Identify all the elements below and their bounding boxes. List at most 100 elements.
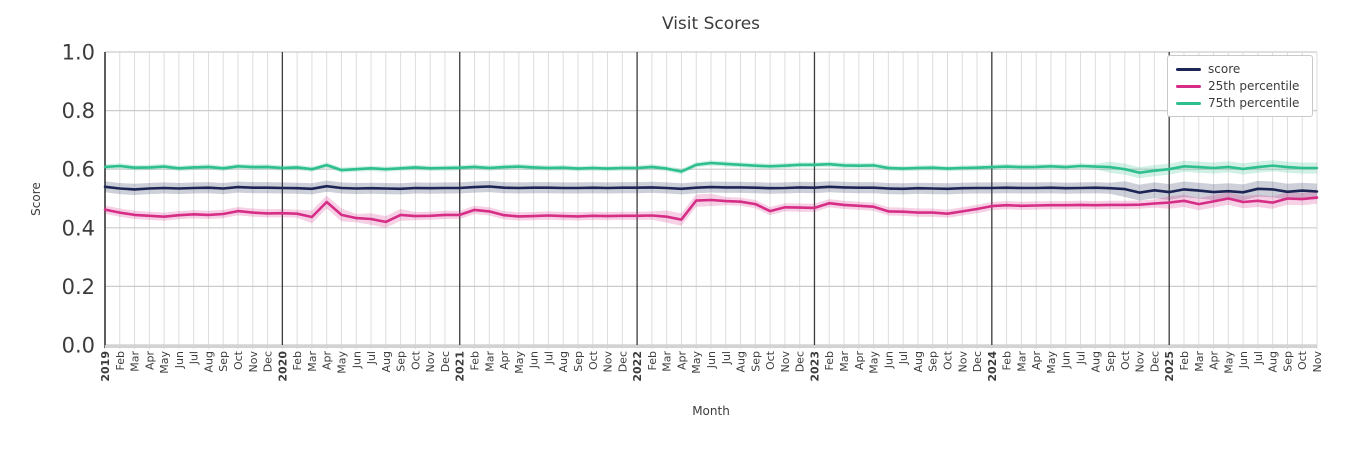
y-tick-labels: 0.0 0.2 0.4 0.6 0.8 1.0: [62, 41, 95, 358]
x-tick-label-month: Jun: [173, 351, 186, 369]
legend-label-25th-percentile: 25th percentile: [1208, 79, 1300, 93]
x-tick-label-month: Nov: [424, 351, 437, 373]
x-tick-label-month: Feb: [291, 351, 304, 370]
x-tick-label-month: Sep: [395, 351, 408, 372]
x-tick-label-month: Apr: [143, 351, 156, 371]
x-tick-label-month: Aug: [1089, 351, 1102, 372]
x-tick-label-month: Dec: [971, 351, 984, 372]
score-band: [105, 180, 1317, 201]
x-tick-label-year: 2021: [454, 351, 467, 382]
x-tick-label-month: Jul: [897, 351, 910, 365]
x-tick-label-month: Oct: [764, 350, 777, 370]
25th-percentile-line: [103, 196, 1319, 224]
x-tick-label-month: Jul: [1252, 351, 1265, 365]
x-tick-label-month: Mar: [483, 351, 496, 372]
x-tick-label-month: Dec: [439, 351, 452, 372]
x-tick-label-month: Apr: [675, 351, 688, 371]
legend-item-25th-percentile: 25th percentile: [1176, 79, 1304, 93]
x-tick-label-month: Jul: [1075, 351, 1088, 365]
x-tick-label-month: Feb: [469, 351, 482, 370]
x-tick-label-year: 2022: [631, 351, 644, 382]
x-tick-label-month: May: [1045, 351, 1058, 374]
25th-percentile-band: [105, 191, 1317, 228]
x-tick-label-month: Aug: [557, 351, 570, 372]
x-tick-label-month: Aug: [735, 351, 748, 372]
y-tick-label: 0.8: [62, 99, 95, 123]
x-tick-label-month: Aug: [203, 351, 216, 372]
x-tick-label-year: 2024: [986, 351, 999, 382]
x-tick-label-month: Dec: [794, 351, 807, 372]
score-line: [103, 184, 1319, 194]
75th-percentile-line: [103, 161, 1319, 174]
y-tick-label: 1.0: [62, 41, 95, 65]
x-tick-label-month: Aug: [1267, 351, 1280, 372]
x-tick-label-month: Feb: [646, 351, 659, 370]
score-line-swatch: [1176, 67, 1201, 71]
x-tick-label-month: Nov: [1134, 351, 1147, 373]
x-tick-label-month: Sep: [749, 351, 762, 372]
x-tick-label-month: Nov: [247, 351, 260, 373]
75th-percentile-band: [105, 160, 1317, 179]
p75-line-swatch: [1176, 101, 1201, 105]
y-tick-label: 0.2: [62, 275, 95, 299]
x-tick-label-month: Jun: [1237, 351, 1250, 369]
legend-item-75th-percentile: 75th percentile: [1176, 96, 1304, 110]
x-tick-label-month: Nov: [602, 351, 615, 373]
x-tick-label-month: Jun: [882, 351, 895, 369]
x-tick-label-month: Apr: [1030, 351, 1043, 371]
x-tick-label-month: Oct: [232, 350, 245, 370]
x-tick-label-month: Jun: [528, 351, 541, 369]
y-tick-label: 0.4: [62, 216, 95, 240]
x-tick-label-month: Feb: [823, 351, 836, 370]
year-separators: [104, 52, 1170, 345]
x-axis-label: Month: [692, 404, 730, 418]
x-tick-label-month: Feb: [1001, 351, 1014, 370]
x-tick-label-month: May: [513, 351, 526, 374]
legend-label-score: score: [1208, 62, 1241, 76]
x-tick-label-month: Apr: [1208, 351, 1221, 371]
p25-line-swatch: [1176, 84, 1201, 88]
x-tick-label-month: Oct: [942, 350, 955, 370]
y-tick-label: 0.0: [62, 334, 95, 358]
x-tick-label-month: May: [158, 351, 171, 374]
x-tick-label-year: 2025: [1163, 351, 1176, 382]
x-tick-labels: 2019 Feb Mar Apr May Jun Jul Aug Sep Oct Nov Dec 202…: [99, 350, 1324, 381]
x-tick-label-month: Jun: [350, 351, 363, 369]
legend: score 25th percentile 75th percentile: [1167, 55, 1313, 117]
month-gridlines: [119, 52, 1318, 345]
x-tick-label-month: Feb: [114, 351, 127, 370]
x-tick-label-month: Jun: [705, 351, 718, 369]
x-tick-label-year: 2020: [276, 351, 289, 382]
x-tick-label-month: Dec: [1148, 351, 1161, 372]
x-tick-label-month: May: [690, 351, 703, 374]
x-tick-label-month: Mar: [661, 351, 674, 372]
x-tick-label-month: Sep: [217, 351, 230, 372]
legend-item-score: score: [1176, 62, 1304, 76]
x-tick-label-month: Jul: [188, 351, 201, 365]
x-tick-label-month: Jun: [1060, 351, 1073, 369]
x-tick-label-month: Mar: [1015, 351, 1028, 372]
x-tick-label-month: Aug: [380, 351, 393, 372]
x-tick-label-month: Jul: [720, 351, 733, 365]
x-tick-label-month: Aug: [912, 351, 925, 372]
chart-title: Visit Scores: [661, 14, 761, 34]
legend-label-75th-percentile: 75th percentile: [1208, 96, 1300, 110]
x-tick-label-month: Mar: [1193, 351, 1206, 372]
x-tick-label-month: Oct: [1296, 350, 1309, 370]
x-tick-label-month: Feb: [1178, 351, 1191, 370]
x-tick-label-month: Oct: [409, 350, 422, 370]
x-tick-label-month: May: [336, 351, 349, 374]
x-tick-label-month: Sep: [572, 351, 585, 372]
x-tick-label-month: Apr: [498, 351, 511, 371]
x-tick-label-month: Sep: [927, 351, 940, 372]
x-tick-label-month: Apr: [853, 351, 866, 371]
x-tick-label-year: 2023: [809, 351, 822, 382]
x-tick-label-month: Jul: [365, 351, 378, 365]
x-tick-label-month: Jul: [542, 351, 555, 365]
x-tick-label-month: Nov: [779, 351, 792, 373]
x-tick-label-month: Mar: [129, 351, 142, 372]
x-tick-label-month: Oct: [587, 350, 600, 370]
x-tick-label-month: Oct: [1119, 350, 1132, 370]
